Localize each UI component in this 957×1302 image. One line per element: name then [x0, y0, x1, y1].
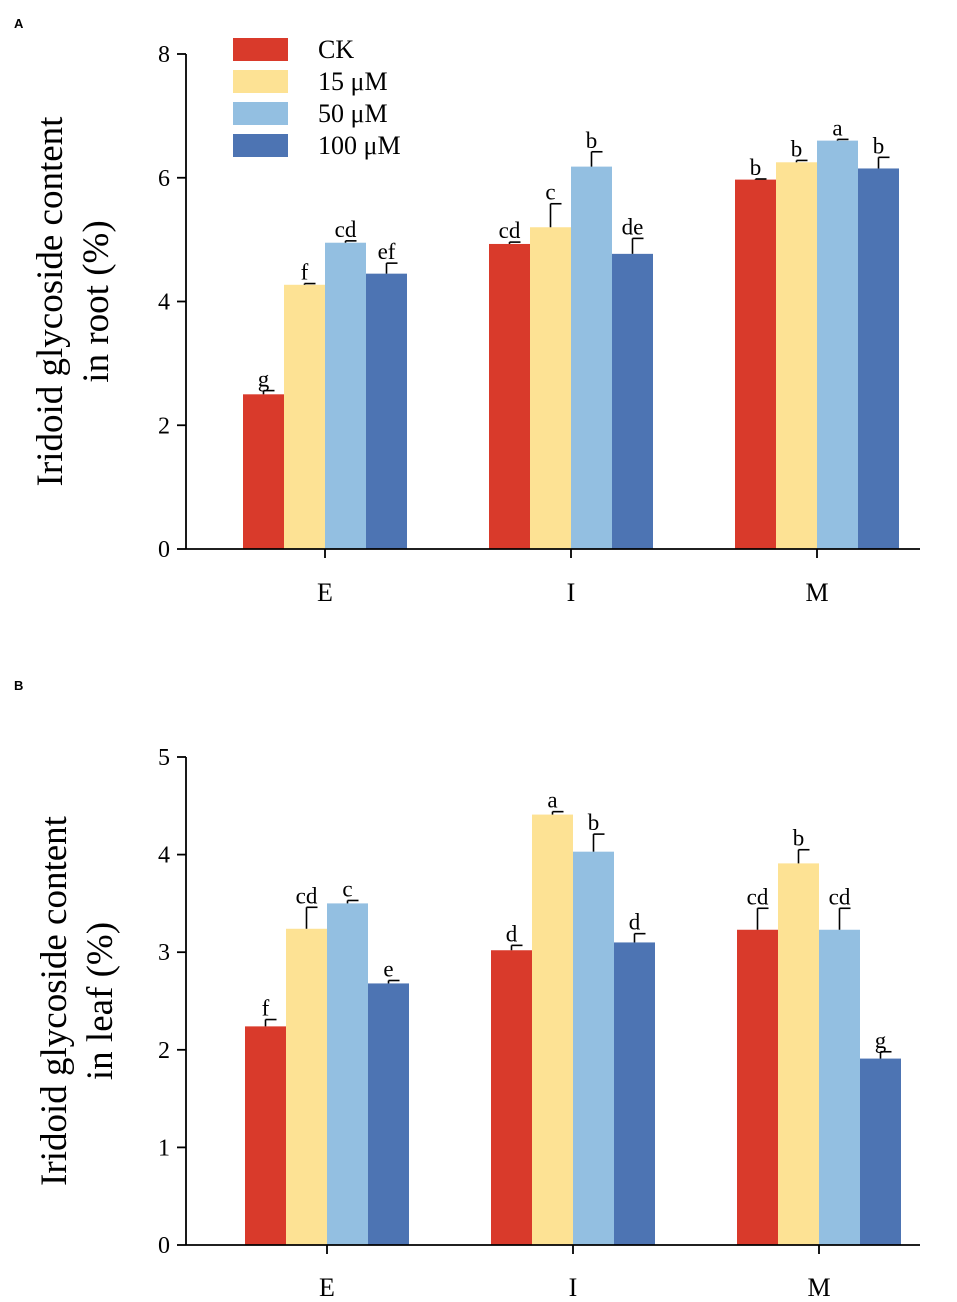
y-axis-label: Iridoid glycoside content [34, 815, 75, 1186]
significance-letter: cd [335, 217, 357, 242]
legend-label: CK [318, 35, 354, 64]
y-axis-label: in root (%) [76, 220, 117, 382]
chart-panel-b: B Iridoid glycoside content in leaf (%) f d c… [14, 678, 920, 1302]
significance-letter: e [383, 957, 393, 982]
y-axis-label: in leaf (%) [80, 922, 121, 1080]
y-tick-label: 3 [158, 940, 170, 966]
legend-swatch [233, 70, 288, 93]
significance-letter: a [547, 788, 557, 813]
bar-e-series-3 [368, 983, 409, 1245]
bar-i-series-1 [530, 227, 571, 549]
y-tick-label: 2 [158, 413, 170, 439]
bar-e-series-2 [325, 242, 366, 549]
significance-letter: ef [378, 239, 396, 264]
panel-letter: B [14, 678, 23, 693]
y-tick-label: 4 [158, 290, 170, 316]
panel-letter: A [14, 16, 24, 31]
significance-letter: b [750, 155, 762, 180]
significance-letter: cd [296, 883, 318, 908]
bar-m-series-3 [860, 1058, 901, 1245]
bar-m-series-3 [858, 168, 899, 549]
bar-i-series-2 [571, 166, 612, 550]
legend: CK 15 μM 50 μM 100 μM [233, 35, 401, 160]
y-axis-label: Iridoid glycoside content [30, 116, 71, 487]
bar-i-series-3 [614, 942, 655, 1245]
legend-swatch [233, 134, 288, 157]
bar-m-series-1 [778, 863, 819, 1245]
bar-i-series-1 [532, 814, 573, 1245]
y-tick-label: 2 [158, 1038, 170, 1064]
legend-label: 100 μM [318, 131, 401, 160]
bar-e-series-1 [286, 928, 327, 1245]
bar-i-series-3 [612, 253, 653, 549]
bar-e-series-1 [284, 284, 325, 549]
significance-letter: g [258, 367, 270, 392]
bar-e-series-2 [327, 903, 368, 1245]
significance-letter: b [793, 826, 805, 851]
x-tick-label: I [569, 1273, 578, 1302]
bar-e-series-3 [366, 273, 407, 549]
significance-letter: cd [829, 884, 851, 909]
significance-letter: cd [499, 218, 521, 243]
significance-letter: c [342, 876, 352, 901]
x-tick-label: M [807, 1273, 830, 1302]
y-tick-label: 6 [158, 166, 170, 192]
bar-m-series-0 [735, 179, 776, 549]
significance-letter: d [629, 910, 641, 935]
y-tick-label: 5 [158, 745, 170, 771]
y-tick-label: 0 [158, 537, 170, 563]
legend-swatch [233, 102, 288, 125]
bar-i-series-0 [491, 950, 532, 1245]
y-tick-label: 4 [158, 843, 170, 869]
significance-letter: a [832, 115, 842, 140]
bar-i-series-0 [489, 243, 530, 550]
significance-letter: b [791, 136, 803, 161]
bar-e-series-0 [243, 394, 284, 549]
significance-letter: b [586, 128, 598, 153]
x-tick-label: E [317, 578, 333, 607]
significance-letter: f [301, 260, 309, 285]
bar-e-series-0 [245, 1026, 286, 1245]
significance-letter: f [262, 996, 270, 1021]
significance-letter: b [873, 133, 885, 158]
significance-letter: d [506, 921, 518, 946]
y-tick-label: 8 [158, 42, 170, 68]
x-tick-label: M [805, 578, 828, 607]
significance-letter: cd [747, 884, 769, 909]
y-tick-label: 1 [158, 1135, 170, 1161]
x-tick-label: E [319, 1273, 335, 1302]
significance-letter: g [875, 1028, 887, 1053]
bar-i-series-2 [573, 851, 614, 1245]
bar-m-series-0 [737, 929, 778, 1245]
bar-m-series-2 [819, 929, 860, 1245]
significance-letter: de [622, 214, 644, 239]
x-tick-label: I [567, 578, 576, 607]
legend-swatch [233, 38, 288, 61]
significance-letter: c [545, 180, 555, 205]
legend-label: 50 μM [318, 99, 388, 128]
bar-m-series-2 [817, 140, 858, 549]
legend-label: 15 μM [318, 67, 388, 96]
y-tick-label: 0 [158, 1233, 170, 1259]
significance-letter: b [588, 810, 600, 835]
bar-m-series-1 [776, 162, 817, 549]
